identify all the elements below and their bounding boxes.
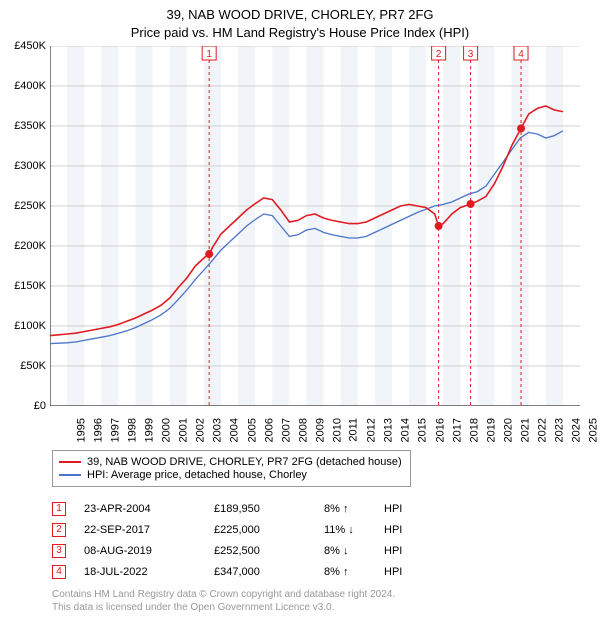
x-axis-label: 2024	[571, 418, 583, 442]
x-axis-label: 1997	[109, 418, 121, 442]
x-axis-label: 2005	[246, 418, 258, 442]
footer-attribution: Contains HM Land Registry data © Crown c…	[52, 588, 395, 614]
sale-delta: 11% ↓	[324, 524, 384, 536]
sale-price: £189,950	[214, 503, 324, 515]
sale-marker-icon: 3	[52, 544, 66, 558]
chart-area: 1234 £0£50K£100K£150K£200K£250K£300K£350…	[50, 46, 580, 406]
legend: 39, NAB WOOD DRIVE, CHORLEY, PR7 2FG (de…	[52, 450, 411, 487]
x-axis-label: 1999	[143, 418, 155, 442]
x-axis-label: 2015	[417, 418, 429, 442]
y-axis-label: £400K	[14, 80, 46, 92]
y-axis-label: £450K	[14, 40, 46, 52]
y-axis-label: £350K	[14, 120, 46, 132]
title-line-1: 39, NAB WOOD DRIVE, CHORLEY, PR7 2FG	[0, 6, 600, 24]
x-axis-label: 2025	[588, 418, 600, 442]
footer-line-1: Contains HM Land Registry data © Crown c…	[52, 588, 395, 601]
sale-row: 2 22-SEP-2017£225,00011% ↓HPI	[52, 519, 424, 540]
x-axis-label: 2001	[178, 418, 190, 442]
x-axis-label: 1998	[126, 418, 138, 442]
x-axis-label: 2016	[434, 418, 446, 442]
price-chart: 1 2 3 4	[50, 46, 580, 406]
x-axis-label: 2010	[331, 418, 343, 442]
legend-swatch	[59, 461, 81, 463]
x-axis-label: 2003	[212, 418, 224, 442]
sale-price: £252,500	[214, 545, 324, 557]
x-axis-label: 2008	[297, 418, 309, 442]
y-axis-label: £100K	[14, 320, 46, 332]
y-axis-label: £300K	[14, 160, 46, 172]
sale-marker-icon: 2	[52, 523, 66, 537]
sale-delta: 8% ↑	[324, 566, 384, 578]
x-axis-label: 2012	[366, 418, 378, 442]
x-axis-label: 2006	[263, 418, 275, 442]
sale-date: 18-JUL-2022	[84, 566, 214, 578]
legend-swatch	[59, 474, 81, 476]
sales-table: 123-APR-2004£189,9508% ↑HPI222-SEP-2017£…	[52, 498, 424, 582]
svg-text:3: 3	[468, 49, 474, 60]
sale-date: 08-AUG-2019	[84, 545, 214, 557]
sale-ref: HPI	[384, 566, 424, 578]
svg-text:2: 2	[436, 49, 442, 60]
svg-text:1: 1	[206, 49, 212, 60]
sale-row: 3 08-AUG-2019£252,5008% ↓HPI	[52, 540, 424, 561]
x-axis-label: 2009	[314, 418, 326, 442]
x-axis-label: 2013	[383, 418, 395, 442]
sale-price: £225,000	[214, 524, 324, 536]
sale-marker-icon: 1	[52, 502, 66, 516]
sale-date: 23-APR-2004	[84, 503, 214, 515]
legend-item: 39, NAB WOOD DRIVE, CHORLEY, PR7 2FG (de…	[59, 456, 402, 468]
sale-ref: HPI	[384, 545, 424, 557]
title-block: 39, NAB WOOD DRIVE, CHORLEY, PR7 2FG Pri…	[0, 0, 600, 41]
svg-text:4: 4	[518, 49, 524, 60]
x-axis-label: 2018	[468, 418, 480, 442]
y-axis-label: £200K	[14, 240, 46, 252]
x-axis-label: 2014	[400, 418, 412, 442]
y-axis-label: £50K	[20, 360, 46, 372]
sale-date: 22-SEP-2017	[84, 524, 214, 536]
sale-delta: 8% ↑	[324, 503, 384, 515]
title-line-2: Price paid vs. HM Land Registry's House …	[0, 24, 600, 42]
x-axis-label: 2019	[485, 418, 497, 442]
sale-ref: HPI	[384, 524, 424, 536]
sale-ref: HPI	[384, 503, 424, 515]
sale-delta: 8% ↓	[324, 545, 384, 557]
x-axis-label: 1996	[92, 418, 104, 442]
x-axis-label: 2000	[161, 418, 173, 442]
sale-price: £347,000	[214, 566, 324, 578]
x-axis-label: 2011	[348, 418, 360, 442]
legend-label: 39, NAB WOOD DRIVE, CHORLEY, PR7 2FG (de…	[87, 456, 402, 468]
y-axis-label: £0	[34, 400, 46, 412]
y-axis-label: £150K	[14, 280, 46, 292]
x-axis-label: 1995	[75, 418, 87, 442]
legend-item: HPI: Average price, detached house, Chor…	[59, 469, 402, 481]
x-axis-label: 2002	[195, 418, 207, 442]
x-axis-label: 2022	[537, 418, 549, 442]
x-axis-label: 2007	[280, 418, 292, 442]
y-axis-label: £250K	[14, 200, 46, 212]
x-axis-label: 2017	[451, 418, 463, 442]
legend-label: HPI: Average price, detached house, Chor…	[87, 469, 307, 481]
sale-row: 1 23-APR-2004£189,9508% ↑HPI	[52, 498, 424, 519]
footer-line-2: This data is licensed under the Open Gov…	[52, 601, 395, 614]
x-axis-label: 2023	[554, 418, 566, 442]
sale-row: 4 18-JUL-2022£347,0008% ↑HPI	[52, 561, 424, 582]
x-axis-label: 2004	[229, 418, 241, 442]
x-axis-label: 2020	[502, 418, 514, 442]
x-axis-label: 2021	[520, 418, 532, 442]
sale-marker-icon: 4	[52, 565, 66, 579]
page-container: 39, NAB WOOD DRIVE, CHORLEY, PR7 2FG Pri…	[0, 0, 600, 620]
